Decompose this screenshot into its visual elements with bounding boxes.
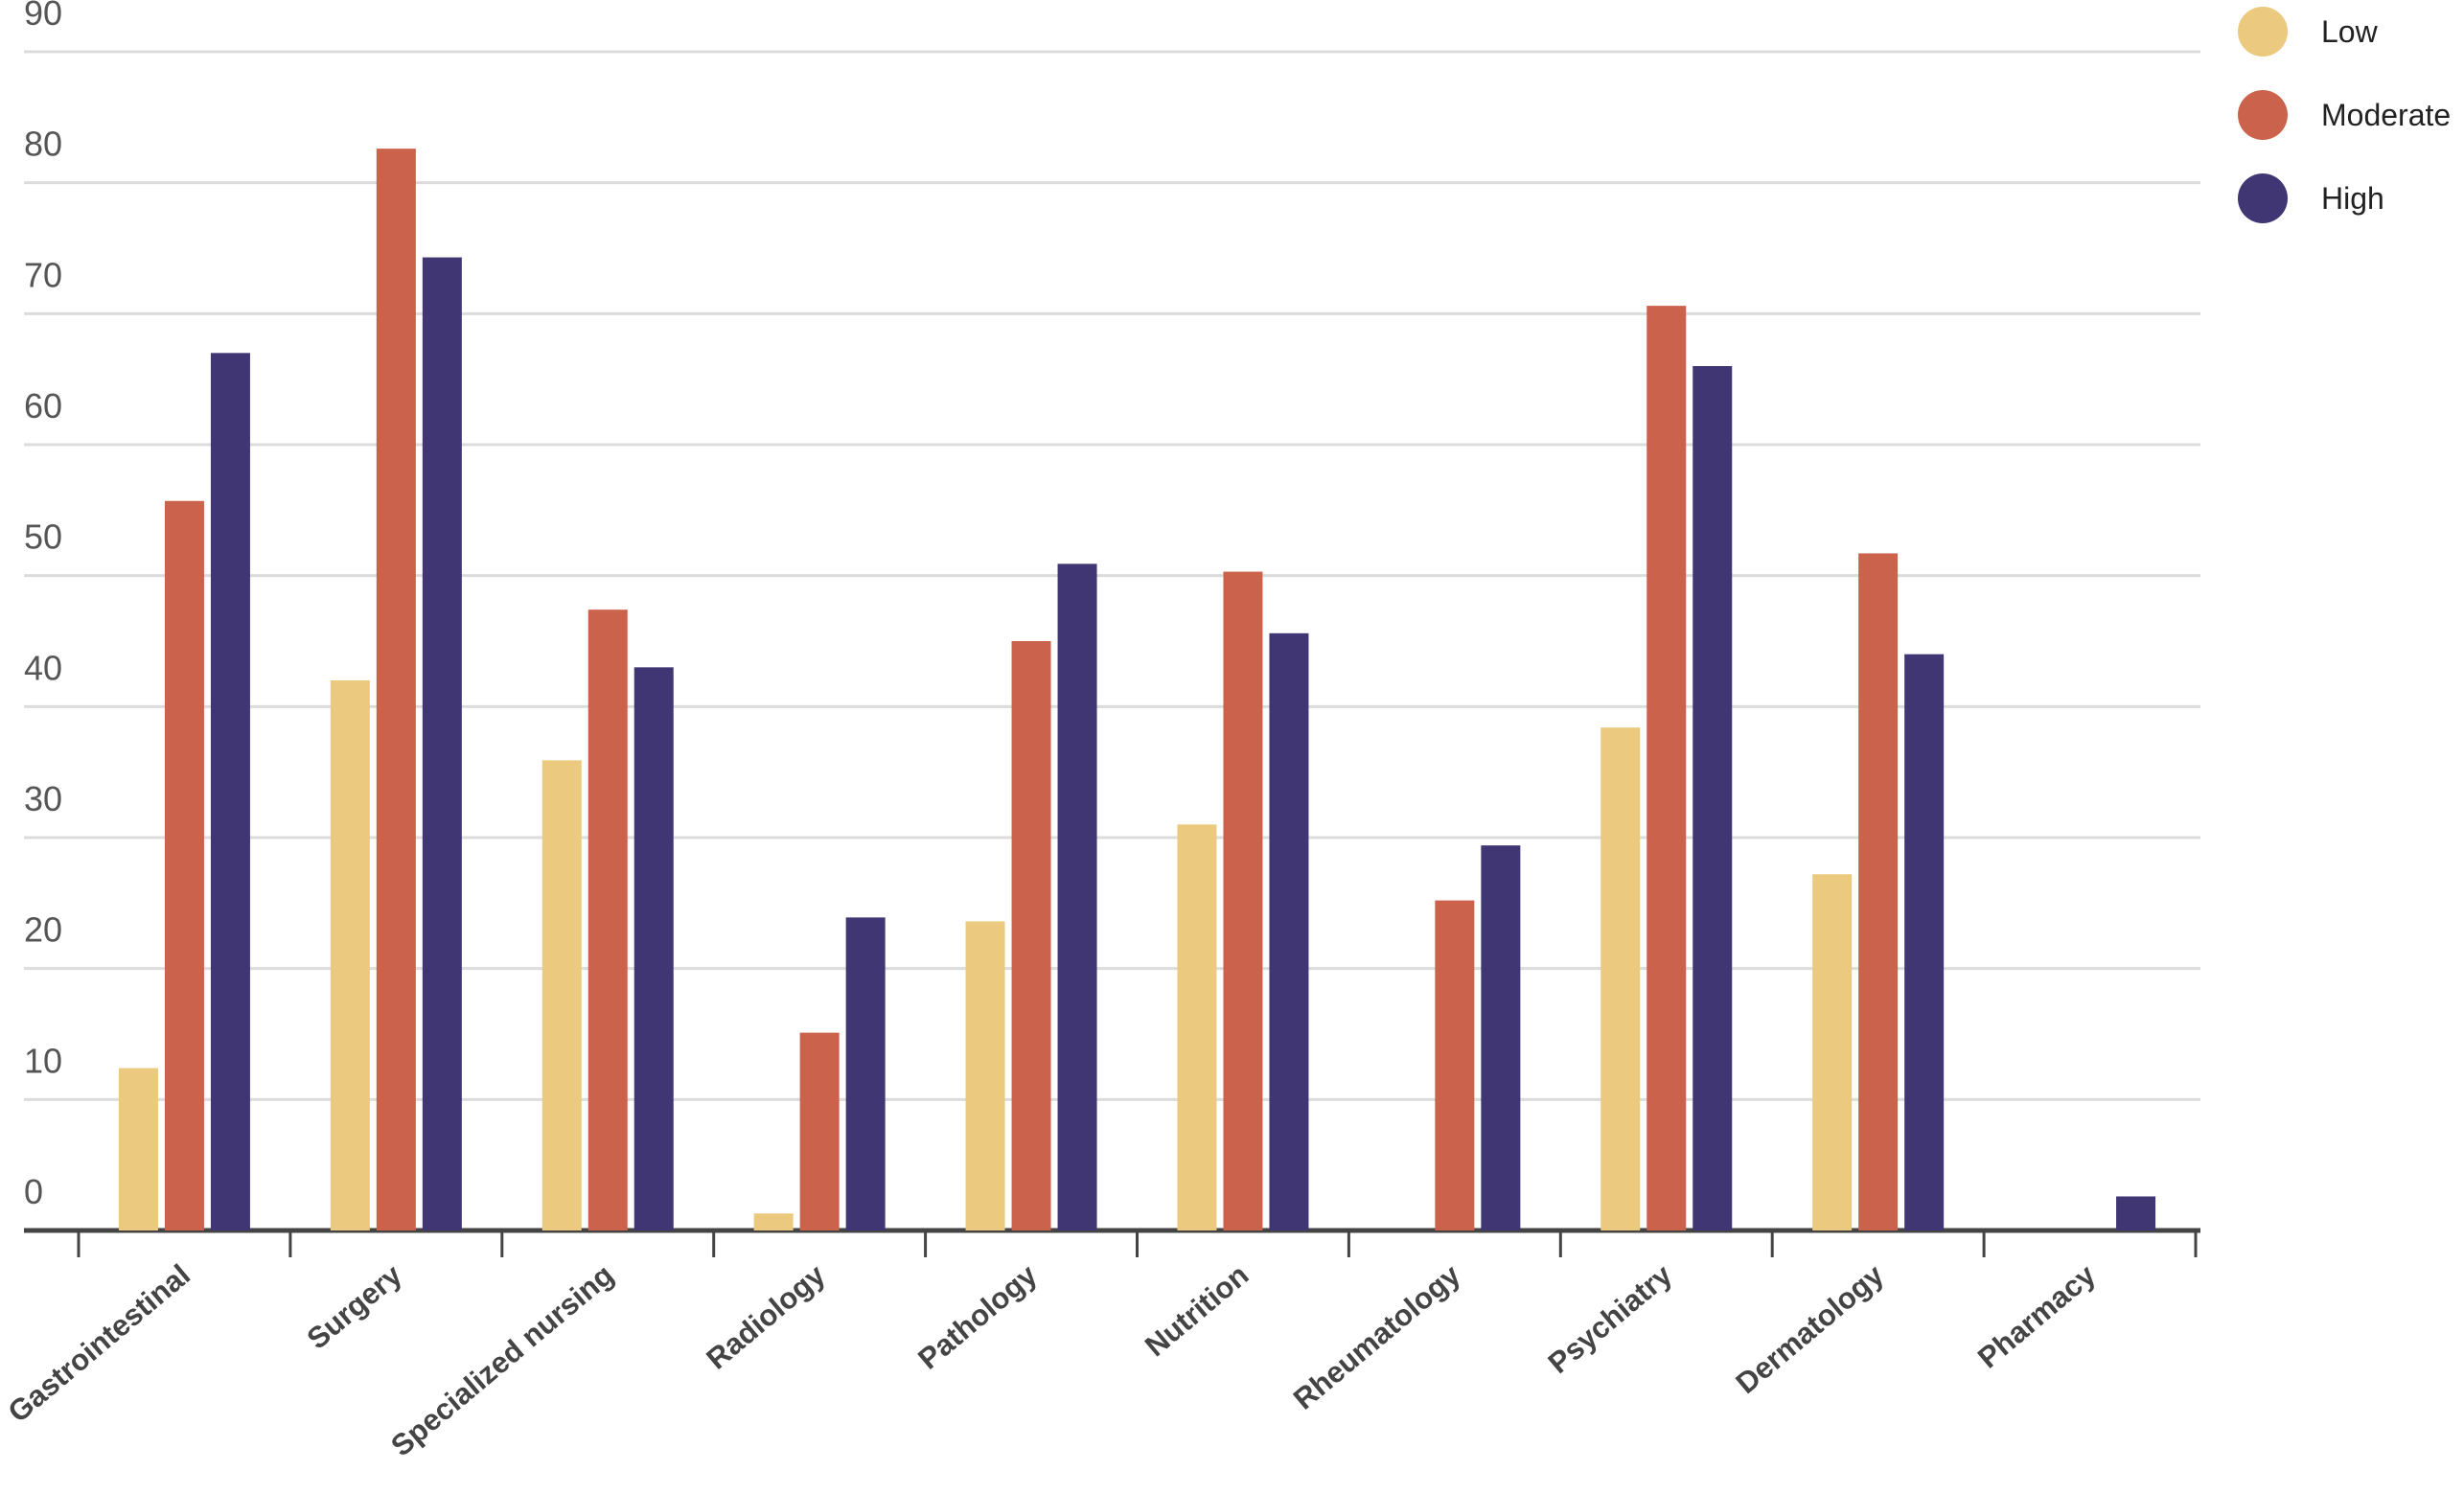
bar: [633, 667, 674, 1230]
bar: [1647, 306, 1687, 1231]
y-tick-label: 20: [24, 910, 62, 950]
bar: [799, 1032, 840, 1230]
y-tick-label: 80: [24, 125, 62, 164]
bar: [1600, 727, 1641, 1230]
legend-label: Moderate: [2321, 98, 2451, 132]
bar: [210, 353, 250, 1230]
bar: [2116, 1196, 2156, 1230]
bar: [376, 149, 416, 1231]
x-tick-label: Rheumatology: [1287, 1257, 1467, 1416]
x-tick-label: Pathology: [911, 1257, 1044, 1376]
bar: [1812, 874, 1853, 1230]
bar: [330, 680, 370, 1230]
bar: [753, 1213, 794, 1230]
legend-swatch: [2238, 173, 2288, 223]
legend-swatch: [2238, 90, 2288, 140]
legend-label: Low: [2321, 14, 2379, 49]
y-tick-label: 40: [24, 648, 62, 687]
bar: [118, 1068, 158, 1230]
x-tick-label: Gastrointestinal: [2, 1258, 196, 1430]
bar: [1057, 563, 1097, 1230]
y-tick-label: 90: [24, 0, 62, 33]
y-tick-label: 60: [24, 386, 62, 425]
bar: [845, 917, 886, 1230]
x-tick-label: Surgery: [301, 1257, 409, 1356]
bar: [1481, 845, 1521, 1230]
bar: [1011, 641, 1051, 1230]
legend-label: High: [2321, 181, 2384, 216]
bar: [541, 760, 582, 1230]
bar: [965, 921, 1005, 1230]
y-tick-label: 10: [24, 1041, 62, 1080]
bar: [587, 609, 628, 1230]
bar: [1269, 632, 1309, 1230]
bar: [1693, 366, 1733, 1230]
bar: [422, 257, 462, 1231]
bar: [1904, 654, 1945, 1230]
y-tick-label: 30: [24, 779, 62, 818]
bar: [1858, 553, 1899, 1230]
x-tick-label: Pharmacy: [1971, 1257, 2103, 1375]
x-tick-label: Specialized nursing: [384, 1258, 620, 1463]
legend-swatch: [2238, 7, 2288, 57]
bar: [164, 500, 204, 1230]
y-tick-label: 70: [24, 255, 62, 294]
x-tick-label: Nutrition: [1139, 1258, 1255, 1364]
x-tick-label: Psychiatry: [1542, 1257, 1679, 1380]
bar: [1435, 900, 1475, 1230]
x-tick-label: Dermatology: [1729, 1257, 1890, 1400]
y-tick-label: 50: [24, 517, 62, 557]
bar: [1223, 571, 1263, 1230]
x-tick-label: Radiology: [700, 1257, 832, 1376]
bar: [1177, 824, 1217, 1230]
y-tick-label: 0: [24, 1172, 43, 1211]
